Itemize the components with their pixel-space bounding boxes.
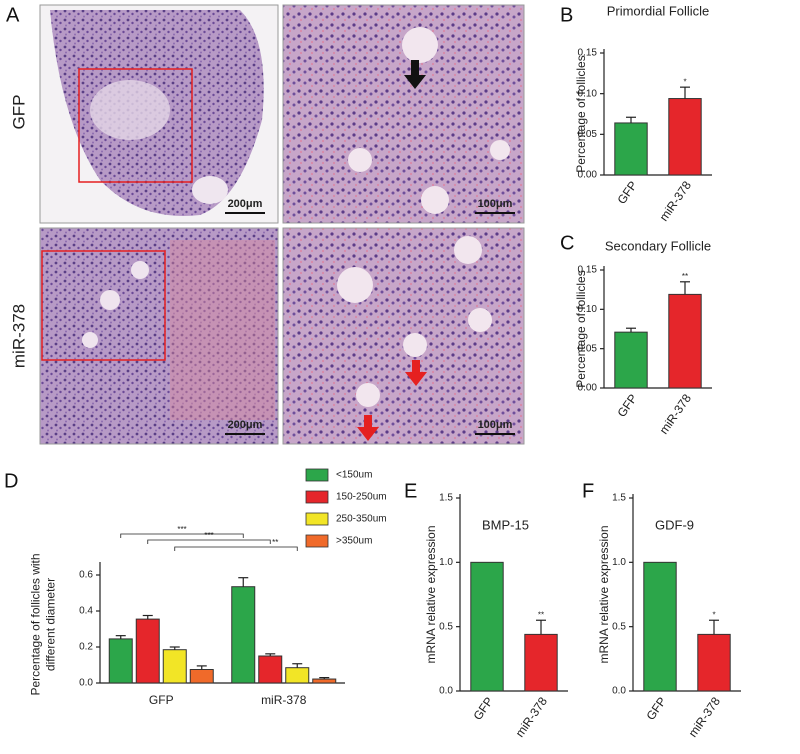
x-tick-label: GFP [470, 695, 496, 723]
bar [162, 649, 187, 684]
y-tick-label: 0.10 [578, 304, 598, 315]
y-tick-label: 0.00 [578, 170, 598, 181]
x-tick-label: GFP [149, 693, 174, 707]
y-axis-label: different diameter [44, 578, 58, 671]
scale-bar-label: 200μm [228, 419, 263, 431]
significance: ** [538, 610, 544, 619]
y-tick-label: 1.5 [612, 493, 626, 504]
y-tick-label: 0.5 [612, 621, 626, 632]
scale-bar-label: 200μm [228, 198, 263, 210]
x-tick-label: miR-378 [513, 694, 551, 739]
panel-label: F [582, 480, 594, 502]
y-tick-label: 0.0 [79, 678, 93, 689]
bar [258, 655, 283, 684]
significance-bracket [174, 546, 298, 551]
panel-label: B [560, 4, 573, 26]
row-label: miR-378 [9, 304, 28, 368]
y-tick-label: 1.0 [612, 557, 626, 568]
panel-label: D [4, 470, 18, 492]
significance: *** [177, 525, 186, 534]
bar [614, 122, 648, 176]
significance: ** [272, 538, 278, 547]
bar [668, 293, 702, 389]
bar [668, 98, 702, 176]
row-label: GFP [9, 95, 28, 130]
bar [108, 638, 133, 684]
y-tick-label: 0.2 [79, 642, 93, 653]
significance-bracket [147, 539, 271, 544]
legend-swatch [305, 512, 329, 526]
y-axis-label: Percentage of follicles [574, 55, 588, 172]
y-tick-label: 0.00 [578, 383, 598, 394]
bar [643, 561, 677, 692]
legend-swatch [305, 534, 329, 548]
y-tick-label: 0.05 [578, 129, 598, 140]
legend-label: 150-250um [336, 492, 387, 503]
y-tick-label: 0.0 [612, 686, 626, 697]
y-tick-label: 0.5 [439, 621, 453, 632]
significance: ** [682, 272, 688, 281]
x-tick-label: GFP [643, 695, 669, 723]
y-axis-label: Percentage of follicles [574, 270, 588, 387]
y-axis-label: mRNA relative expression [424, 525, 438, 663]
x-tick-label: GFP [614, 392, 640, 420]
y-tick-label: 0.15 [578, 48, 598, 59]
legend-label: >350um [336, 536, 372, 547]
panel-label: A [6, 4, 20, 26]
chart-title: BMP-15 [482, 517, 529, 532]
y-tick-label: 0.10 [578, 88, 598, 99]
panel-label: C [560, 232, 574, 254]
y-tick-label: 0.4 [79, 606, 93, 617]
y-tick-label: 0.15 [578, 265, 598, 276]
y-tick-label: 0.05 [578, 343, 598, 354]
x-tick-label: miR-378 [686, 694, 724, 739]
bar [312, 678, 337, 684]
scale-bar-label: 100μm [478, 419, 513, 431]
y-axis-label: Percentage of follicles with [29, 553, 43, 695]
y-tick-label: 0.6 [79, 570, 93, 581]
x-tick-label: miR-378 [657, 178, 695, 223]
bar [285, 667, 310, 684]
panel-label: E [404, 480, 417, 502]
chart-title: Primordial Follicle [607, 3, 710, 18]
bar [697, 633, 731, 692]
legend-label: 250-350um [336, 514, 387, 525]
legend-swatch [305, 490, 329, 504]
significance: * [712, 610, 715, 619]
bar [524, 633, 558, 692]
bar [470, 561, 504, 692]
significance: * [683, 77, 686, 86]
y-tick-label: 1.0 [439, 557, 453, 568]
y-axis-label: mRNA relative expression [597, 525, 611, 663]
legend-swatch [305, 468, 329, 482]
histology-images [39, 4, 525, 445]
significance: *** [204, 531, 213, 540]
x-tick-label: miR-378 [657, 391, 695, 436]
chart-title: GDF-9 [655, 517, 694, 532]
x-tick-label: GFP [614, 179, 640, 207]
chart-title: Secondary Follicle [605, 238, 711, 253]
bar [231, 586, 256, 684]
scale-bar-label: 100μm [478, 198, 513, 210]
bar [189, 669, 214, 684]
bar [614, 331, 648, 389]
legend-label: <150um [336, 470, 372, 481]
y-tick-label: 1.5 [439, 493, 453, 504]
x-tick-label: miR-378 [261, 693, 307, 707]
y-tick-label: 0.0 [439, 686, 453, 697]
bar [135, 618, 160, 684]
significance-bracket [120, 533, 244, 538]
